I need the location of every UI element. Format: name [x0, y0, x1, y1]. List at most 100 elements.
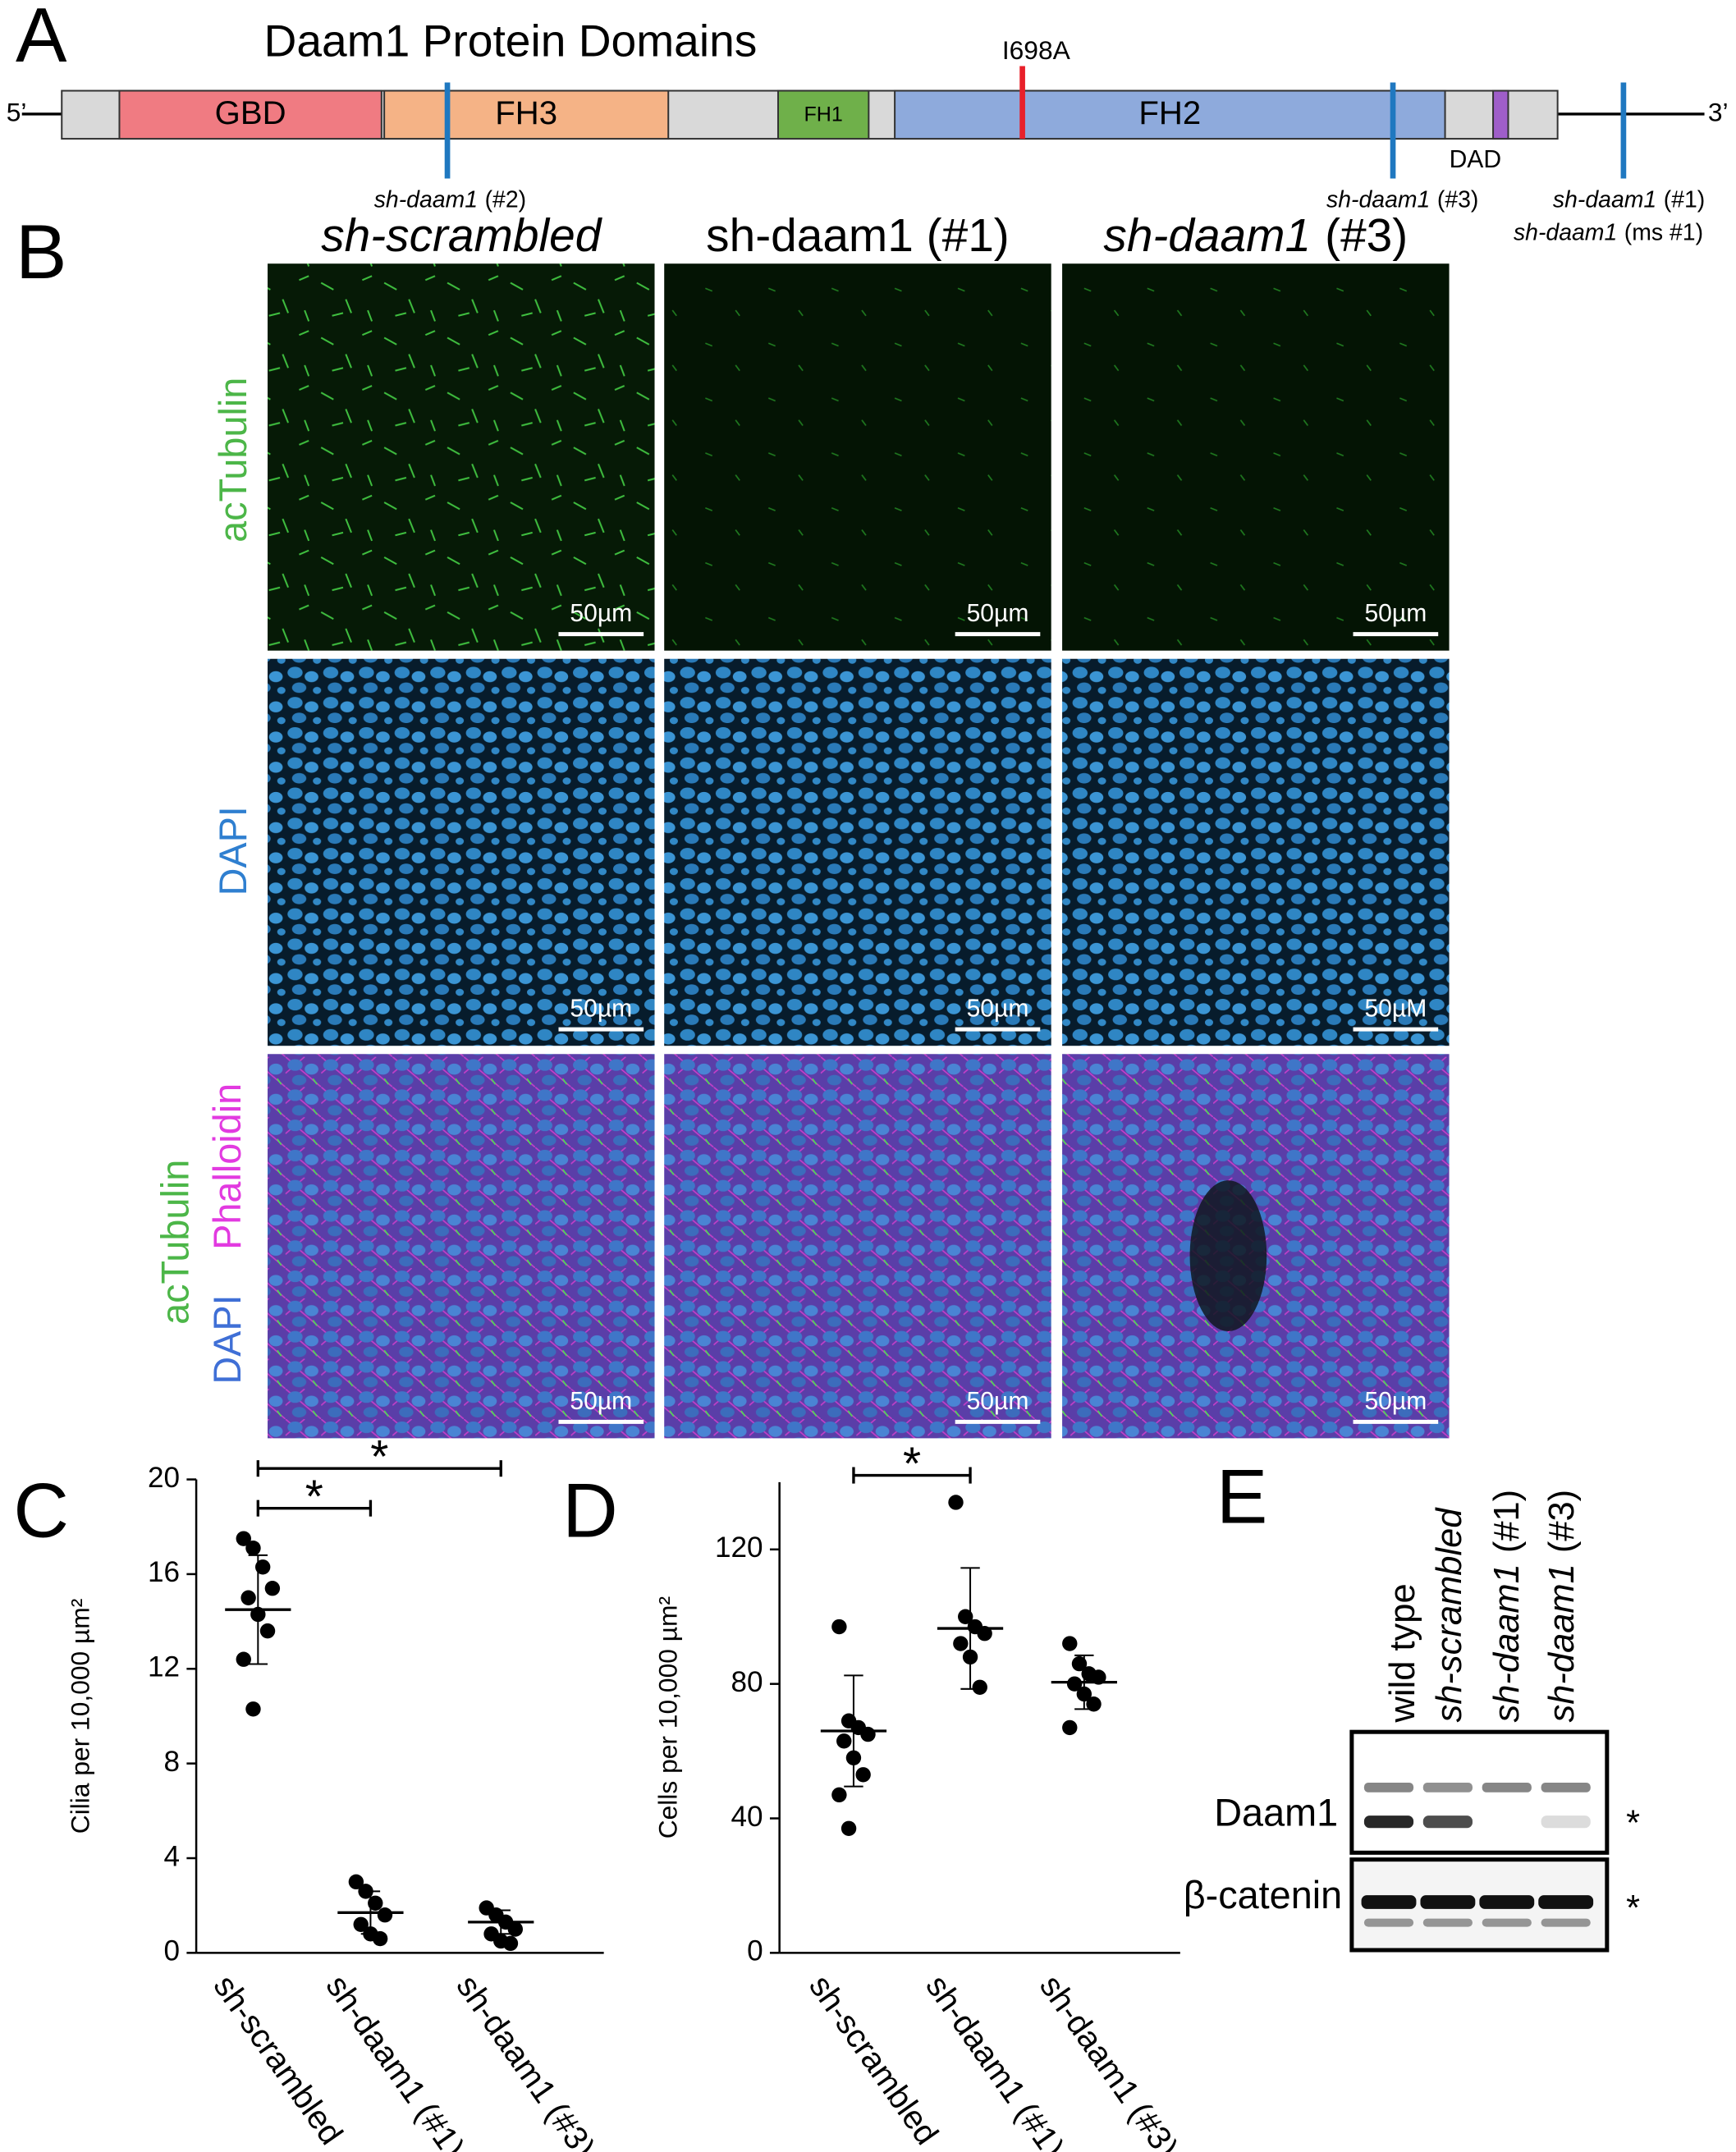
data-point — [841, 1820, 857, 1837]
y-tick-label: 80 — [731, 1666, 763, 1698]
micrograph — [1062, 263, 1450, 651]
y-axis-label: Cells per 10,000 µm² — [653, 1596, 682, 1838]
y-tick-label: 120 — [715, 1532, 763, 1564]
blot-band — [1363, 1918, 1414, 1927]
y-tick-label: 20 — [148, 1462, 180, 1494]
y-tick-label: 12 — [148, 1651, 180, 1683]
domain-label: GBD — [215, 94, 286, 131]
scale-bar-label: 50µm — [1364, 1388, 1427, 1415]
shrna-label-part: (#1) — [1664, 186, 1706, 213]
panel-label: B — [16, 208, 66, 295]
data-point — [368, 1895, 383, 1911]
data-point — [353, 1916, 369, 1932]
data-point — [953, 1636, 969, 1651]
blot-band — [1538, 1895, 1594, 1909]
blot-band — [1482, 1783, 1532, 1793]
diagram-title: Daam1 Protein Domains — [264, 15, 758, 66]
panel-label: E — [1216, 1454, 1267, 1540]
scale-bar-label: 50µm — [967, 1388, 1029, 1415]
band-mark: * — [1626, 1803, 1640, 1843]
significance-label: * — [370, 1431, 388, 1483]
shrna-label-part: sh-daam1 — [1514, 219, 1617, 245]
protein-label: Daam1 — [1214, 1792, 1338, 1834]
domain — [776, 89, 870, 140]
blot-band — [1361, 1895, 1417, 1909]
data-point — [948, 1495, 964, 1510]
micrograph — [268, 1054, 655, 1439]
scale-bar-label: 50µm — [570, 996, 632, 1023]
scale-bar-label: 50µm — [967, 600, 1029, 627]
micrograph — [664, 263, 1051, 651]
lane-label: sh-daam1 (#1) — [1488, 1490, 1528, 1723]
micrograph — [1062, 658, 1450, 1046]
lane-label-part: sh-daam1 — [1542, 1564, 1582, 1722]
y-tick-label: 8 — [163, 1746, 180, 1778]
scale-bar-label: 50µm — [967, 996, 1029, 1023]
domain — [383, 89, 670, 140]
lane-label-part: wild type — [1384, 1583, 1423, 1723]
panel-label: A — [16, 0, 67, 78]
data-point — [1066, 1676, 1083, 1692]
domain — [1492, 89, 1509, 140]
y-tick-label: 40 — [731, 1801, 763, 1833]
blot-band — [1479, 1895, 1535, 1909]
scale-bar-label: 50µM — [1364, 996, 1427, 1023]
data-point — [240, 1590, 256, 1605]
shrna-label: sh-daam1 (ms #1) — [1514, 219, 1703, 245]
x-tick-label: sh-daam1 (#3) — [449, 1968, 602, 2152]
lane-label-part: (#1) — [1488, 1490, 1528, 1553]
data-point — [236, 1531, 251, 1546]
shrna-label-part: (#3) — [1437, 186, 1479, 213]
shrna-label-part: sh-daam1 — [1326, 186, 1430, 213]
significance-label: * — [903, 1439, 921, 1490]
lane-label: wild type — [1384, 1583, 1423, 1723]
blot-band — [1363, 1783, 1414, 1793]
data-point — [836, 1733, 852, 1749]
column-header: sh-scrambled — [321, 210, 602, 262]
row-label: acTubulin — [212, 378, 254, 543]
panel-label: C — [13, 1467, 69, 1553]
data-point — [958, 1609, 973, 1624]
y-tick-label: 4 — [163, 1840, 180, 1872]
column-header-part: sh-scrambled — [321, 210, 602, 262]
column-header-part: sh-daam1 (#1) — [706, 210, 1010, 262]
blot-band — [1541, 1815, 1591, 1829]
data-point — [264, 1581, 281, 1596]
micrograph — [664, 658, 1051, 1046]
domain-label: FH1 — [804, 103, 842, 126]
blot-band — [1363, 1815, 1414, 1829]
lane-label-part: sh-scrambled — [1430, 1507, 1469, 1723]
data-point — [259, 1623, 276, 1639]
micrograph-void — [1189, 1180, 1267, 1331]
blot-band — [1422, 1918, 1473, 1927]
shrna-label: sh-daam1 (#3) — [1326, 186, 1478, 213]
row-label: DAPI — [212, 806, 254, 895]
shrna-label: sh-daam1 (#2) — [374, 186, 526, 213]
band-mark: * — [1626, 1889, 1640, 1928]
data-point — [831, 1619, 847, 1635]
data-point — [348, 1874, 364, 1890]
data-point — [502, 1935, 519, 1952]
blot-band — [1420, 1895, 1476, 1909]
data-point — [1071, 1655, 1088, 1672]
data-point — [245, 1701, 261, 1717]
scale-bar-label: 50µm — [1364, 600, 1427, 627]
lane-label-part: (#3) — [1542, 1490, 1582, 1553]
domain-label: FH2 — [1138, 94, 1201, 131]
data-point — [245, 1540, 261, 1556]
data-point — [855, 1767, 871, 1783]
y-tick-label: 0 — [163, 1935, 180, 1967]
blot-band — [1541, 1918, 1591, 1927]
data-point — [377, 1907, 393, 1923]
data-point — [372, 1930, 388, 1947]
column-header: sh-daam1 (#1) — [706, 210, 1010, 262]
blot-band — [1422, 1783, 1473, 1793]
domain — [894, 89, 1446, 140]
shrna-label-part: (ms #1) — [1624, 219, 1703, 245]
three-prime: 3’ — [1708, 97, 1729, 126]
five-prime: 5’ — [7, 97, 27, 126]
blot-band — [1482, 1918, 1532, 1927]
micrograph — [268, 263, 655, 651]
blot-band — [1541, 1783, 1591, 1793]
